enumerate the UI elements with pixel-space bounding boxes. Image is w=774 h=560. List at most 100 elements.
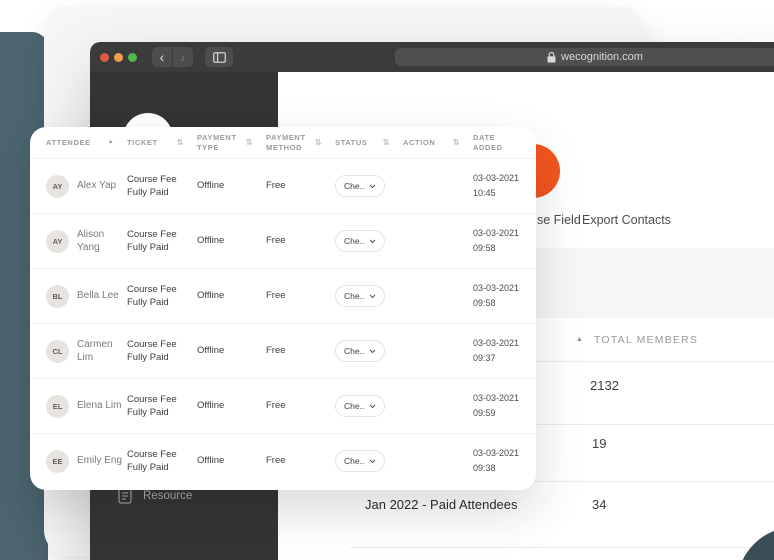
ticket-cell: Course Fee Fully Paid <box>127 283 177 308</box>
avatar: EE <box>46 449 69 473</box>
ticket-cell: Course Fee Fully Paid <box>127 448 177 473</box>
total-members-column-header[interactable]: TOTAL MEMBERS <box>594 334 699 346</box>
payment-method-cell: Free <box>266 455 286 467</box>
sort-asc-icon: ▲ <box>107 139 114 146</box>
sidebar-item-resource[interactable]: Resource <box>118 488 192 504</box>
status-dropdown[interactable]: Che.. <box>335 175 386 197</box>
table-row: EL Elena Lim Course Fee Fully Paid Offli… <box>30 378 536 433</box>
date-added-cell: 03-03-2021 09:58 <box>473 283 520 308</box>
chevron-down-icon <box>369 459 376 463</box>
status-cell: Che.. <box>335 175 403 197</box>
member-group-name: Jan 2022 - Paid Attendees <box>365 497 518 512</box>
back-button[interactable]: ‹ <box>152 47 172 67</box>
payment-type-cell: Offline <box>197 345 225 357</box>
divider <box>350 361 774 362</box>
total-members-value: 34 <box>592 497 607 512</box>
browser-chrome: ‹ › wecognition.com <box>90 42 774 72</box>
total-members-value: 19 <box>592 436 607 451</box>
avatar: AY <box>46 229 69 253</box>
status-cell: Che.. <box>335 340 403 362</box>
date-added-cell: 03-03-2021 09:37 <box>473 338 520 363</box>
sort-icon: ⇅ <box>452 137 460 147</box>
status-dropdown[interactable]: Che.. <box>335 285 386 307</box>
date-added-cell: 03-03-2021 10:45 <box>473 173 520 198</box>
date-added-cell: 03-03-2021 09:59 <box>473 393 520 418</box>
sort-asc-icon: ▲ <box>576 336 583 343</box>
sidebar-panel-icon <box>212 51 226 63</box>
column-header-ticket[interactable]: TICKET ⇅ <box>127 137 184 147</box>
status-dropdown[interactable]: Che.. <box>335 450 386 472</box>
column-header-payment-method[interactable]: PAYMENT METHOD ⇅ <box>266 133 322 152</box>
ticket-cell: Course Fee Fully Paid <box>127 338 177 363</box>
attendee-name: Alex Yap <box>77 180 117 192</box>
status-dropdown[interactable]: Che.. <box>335 230 386 252</box>
payment-method-cell: Free <box>266 290 286 302</box>
ticket-cell: Course Fee Fully Paid <box>127 393 177 418</box>
attendee-cell: CL Carmen Lim <box>46 338 127 365</box>
sort-icon: ⇅ <box>176 137 184 147</box>
status-cell: Che.. <box>335 395 403 417</box>
sidebar-toggle-button[interactable] <box>205 47 233 67</box>
traffic-light-minimize[interactable] <box>114 53 123 62</box>
divider <box>350 424 774 425</box>
avatar: CL <box>46 339 69 363</box>
payment-type-cell: Offline <box>197 180 225 192</box>
sort-icon: ⇅ <box>245 137 253 147</box>
ticket-cell: Course Fee Fully Paid <box>127 228 177 253</box>
address-bar[interactable]: wecognition.com <box>395 48 774 66</box>
status-cell: Che.. <box>335 285 403 307</box>
attendee-name: Emily Eng <box>77 455 123 467</box>
lock-icon <box>547 51 556 63</box>
forward-button[interactable]: › <box>173 47 193 67</box>
table-row: AY Alison Yang Course Fee Fully Paid Off… <box>30 213 536 268</box>
custom-field-link[interactable]: se Field <box>537 213 581 227</box>
traffic-light-zoom[interactable] <box>128 53 137 62</box>
table-row: EE Emily Eng Course Fee Fully Paid Offli… <box>30 433 536 488</box>
traffic-light-close[interactable] <box>100 53 109 62</box>
divider <box>350 547 774 548</box>
payment-type-cell: Offline <box>197 400 225 412</box>
chevron-down-icon <box>369 184 376 188</box>
status-cell: Che.. <box>335 230 403 252</box>
total-members-value: 2132 <box>590 378 619 393</box>
attendee-cell: EE Emily Eng <box>46 449 127 473</box>
attendee-cell: BL Bella Lee <box>46 284 127 308</box>
column-header-date-added[interactable]: DATE ADDED <box>473 133 503 152</box>
sort-icon: ⇅ <box>314 137 322 147</box>
attendee-cell: EL Elena Lim <box>46 394 127 418</box>
chevron-down-icon <box>369 349 376 353</box>
export-contacts-link[interactable]: Export Contacts <box>582 213 671 227</box>
status-dropdown[interactable]: Che.. <box>335 395 386 417</box>
status-cell: Che.. <box>335 450 403 472</box>
payment-method-cell: Free <box>266 400 286 412</box>
date-added-cell: 03-03-2021 09:58 <box>473 228 520 253</box>
attendee-cell: AY Alex Yap <box>46 174 127 198</box>
column-header-attendee[interactable]: ATTENDEE ▲ <box>46 137 114 147</box>
avatar: EL <box>46 394 69 418</box>
attendee-cell: AY Alison Yang <box>46 228 127 255</box>
avatar: AY <box>46 174 69 198</box>
sidebar-item-label: Resource <box>143 490 193 502</box>
browser-nav: ‹ › <box>152 47 193 67</box>
attendee-name: Elena Lim <box>77 400 122 412</box>
attendees-table: ATTENDEE ▲ TICKET ⇅ PAYMENT TYPE ⇅ PAYME… <box>30 127 536 490</box>
avatar: BL <box>46 284 69 308</box>
ticket-cell: Course Fee Fully Paid <box>127 173 177 198</box>
attendees-table-header: ATTENDEE ▲ TICKET ⇅ PAYMENT TYPE ⇅ PAYME… <box>30 127 536 158</box>
table-row: CL Carmen Lim Course Fee Fully Paid Offl… <box>30 323 536 378</box>
column-header-action[interactable]: ACTION ⇅ <box>403 137 460 147</box>
status-dropdown[interactable]: Che.. <box>335 340 386 362</box>
chevron-down-icon <box>369 404 376 408</box>
date-added-cell: 03-03-2021 09:38 <box>473 448 520 473</box>
attendee-name: Alison Yang <box>77 228 105 254</box>
column-header-status[interactable]: STATUS ⇅ <box>335 137 390 147</box>
column-header-payment-type[interactable]: PAYMENT TYPE ⇅ <box>197 133 253 152</box>
chevron-down-icon <box>369 294 376 298</box>
divider <box>350 481 774 482</box>
payment-method-cell: Free <box>266 345 286 357</box>
payment-method-cell: Free <box>266 235 286 247</box>
attendee-name: Carmen Lim <box>77 338 113 364</box>
payment-method-cell: Free <box>266 180 286 192</box>
attendee-name: Bella Lee <box>77 290 119 302</box>
